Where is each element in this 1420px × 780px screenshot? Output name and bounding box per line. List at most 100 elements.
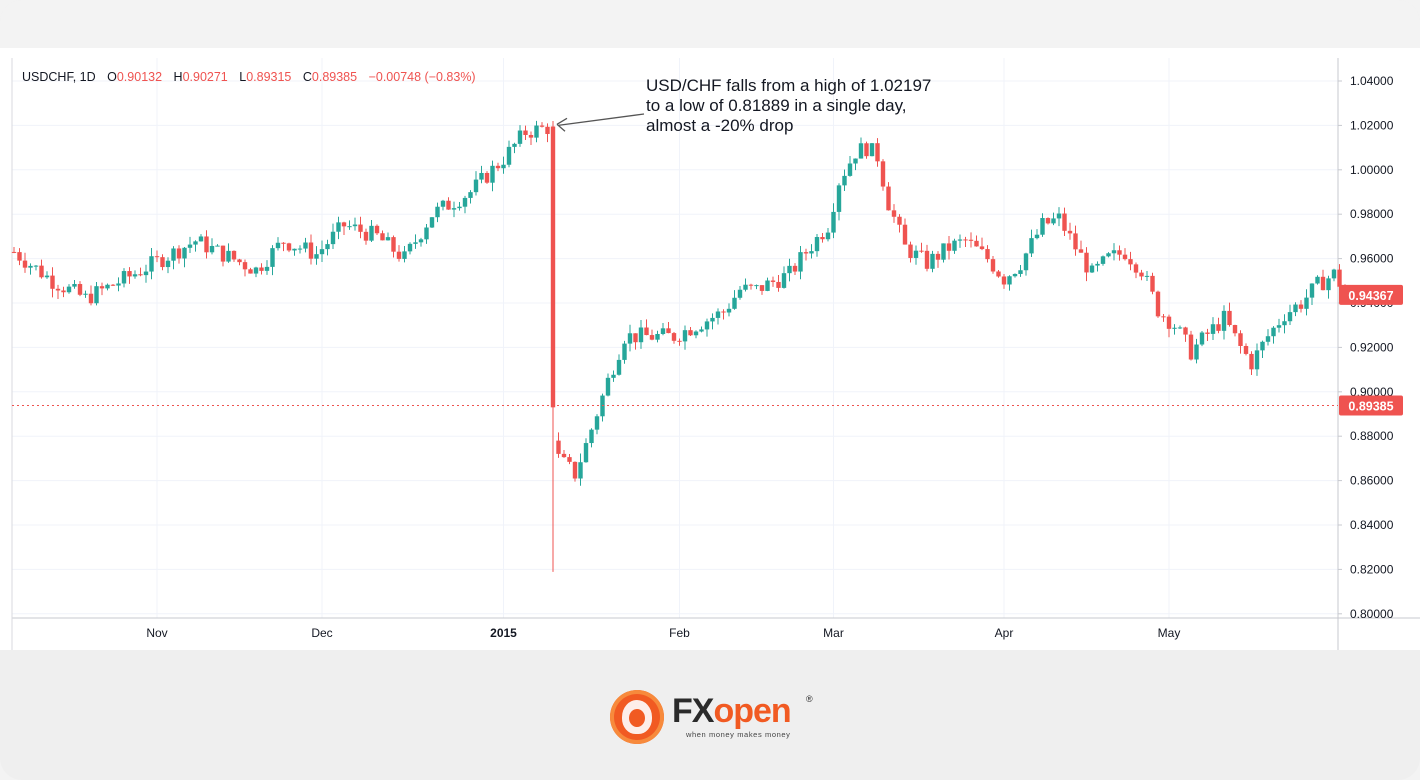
candle-body: [765, 280, 770, 291]
candle-body: [490, 165, 495, 183]
candle-body: [1166, 316, 1172, 329]
candle-body: [930, 253, 935, 269]
annotation-line-1: USD/CHF falls from a high of 1.02197: [646, 76, 932, 95]
candle-body: [952, 240, 957, 251]
candle-body: [671, 333, 677, 341]
candle-body: [644, 327, 649, 336]
high-value: 0.90271: [182, 70, 228, 84]
candle-body: [1089, 265, 1095, 273]
candle-body: [1221, 310, 1227, 331]
candle-body: [1293, 304, 1298, 313]
candle-body: [743, 284, 748, 290]
x-tick-label: May: [1158, 626, 1181, 640]
price-label-box: [1339, 284, 1403, 305]
candle-body: [781, 273, 787, 288]
candle-body: [528, 134, 534, 138]
y-tick-label: 0.84000: [1350, 518, 1394, 532]
candle-body: [721, 311, 726, 313]
candle-body: [561, 453, 567, 458]
candle-body: [1260, 341, 1265, 351]
brand-tagline: when money makes money: [686, 730, 791, 739]
candle-body: [913, 250, 919, 258]
candle-body: [1188, 334, 1194, 360]
candle-body: [352, 224, 358, 227]
candle-body: [1315, 276, 1320, 284]
candle-body: [457, 206, 462, 209]
y-tick-label: 1.04000: [1350, 74, 1394, 88]
y-tick-label: 1.02000: [1350, 118, 1394, 132]
candle-body: [946, 243, 952, 251]
candle-body: [1111, 250, 1117, 254]
candle-body: [281, 242, 286, 244]
candle-body: [572, 461, 578, 479]
close-key: C: [302, 70, 312, 84]
candle-body: [941, 243, 946, 260]
candle-body: [138, 274, 143, 276]
candle-body: [1199, 332, 1205, 345]
candle-body: [616, 359, 622, 375]
candle-body: [539, 125, 545, 127]
candle-body: [1298, 304, 1304, 309]
candle-body: [110, 284, 116, 286]
candle-body: [737, 289, 743, 298]
candle-body: [1309, 283, 1315, 298]
candle-body: [1276, 325, 1282, 328]
candle-body: [193, 241, 198, 245]
candle-body: [726, 308, 732, 313]
x-tick-label: Dec: [311, 626, 332, 640]
candle-body: [517, 130, 523, 144]
candle-body: [435, 206, 440, 218]
candle-body: [627, 333, 633, 344]
candle-body: [979, 246, 985, 250]
fxopen-logo: FXopen ® when money makes money: [610, 690, 820, 746]
candle-body: [1012, 273, 1018, 277]
candle-body: [132, 274, 138, 277]
candle-body: [699, 329, 704, 332]
candle-body: [1084, 252, 1089, 273]
change-value: −0.00748: [368, 70, 422, 84]
candle-body: [171, 248, 176, 261]
candle-body: [209, 245, 215, 253]
candle-body: [567, 457, 572, 462]
y-tick-label: 0.90000: [1350, 385, 1394, 399]
candle-body: [1056, 213, 1062, 219]
candle-body: [270, 248, 275, 267]
candle-body: [1073, 233, 1078, 250]
candle-body: [715, 311, 721, 318]
candle-body: [253, 267, 259, 274]
candle-body: [1040, 218, 1045, 235]
candle-body: [28, 265, 33, 268]
candle-body: [1287, 312, 1293, 322]
candle-body: [611, 374, 616, 378]
candle-body: [264, 266, 270, 271]
interval-label: 1D: [79, 70, 96, 84]
candle-body: [231, 250, 237, 260]
candle-body: [655, 333, 660, 340]
candle-body: [776, 281, 781, 288]
candle-body: [176, 248, 182, 259]
candle-body: [446, 200, 451, 210]
candle-body: [803, 252, 809, 254]
candle-body: [1194, 344, 1199, 360]
candle-body: [418, 239, 424, 243]
candle-body: [897, 216, 902, 225]
candle-body: [1254, 350, 1260, 370]
candle-body: [1117, 250, 1122, 255]
candle-body: [1161, 316, 1166, 318]
candle-body: [578, 462, 583, 479]
candle-body: [462, 197, 468, 207]
brand-name: FXopen: [672, 692, 792, 730]
candle-body: [842, 175, 847, 186]
candle-body: [1243, 345, 1249, 354]
candle-body: [985, 249, 990, 260]
candle-body: [1155, 291, 1161, 317]
candle-body: [974, 240, 979, 247]
x-tick-label: Mar: [823, 626, 844, 640]
candle-body: [182, 247, 187, 259]
candle-body: [1331, 269, 1337, 279]
candle-body: [66, 286, 72, 293]
candle-body: [165, 260, 171, 268]
candle-body: [33, 265, 39, 267]
